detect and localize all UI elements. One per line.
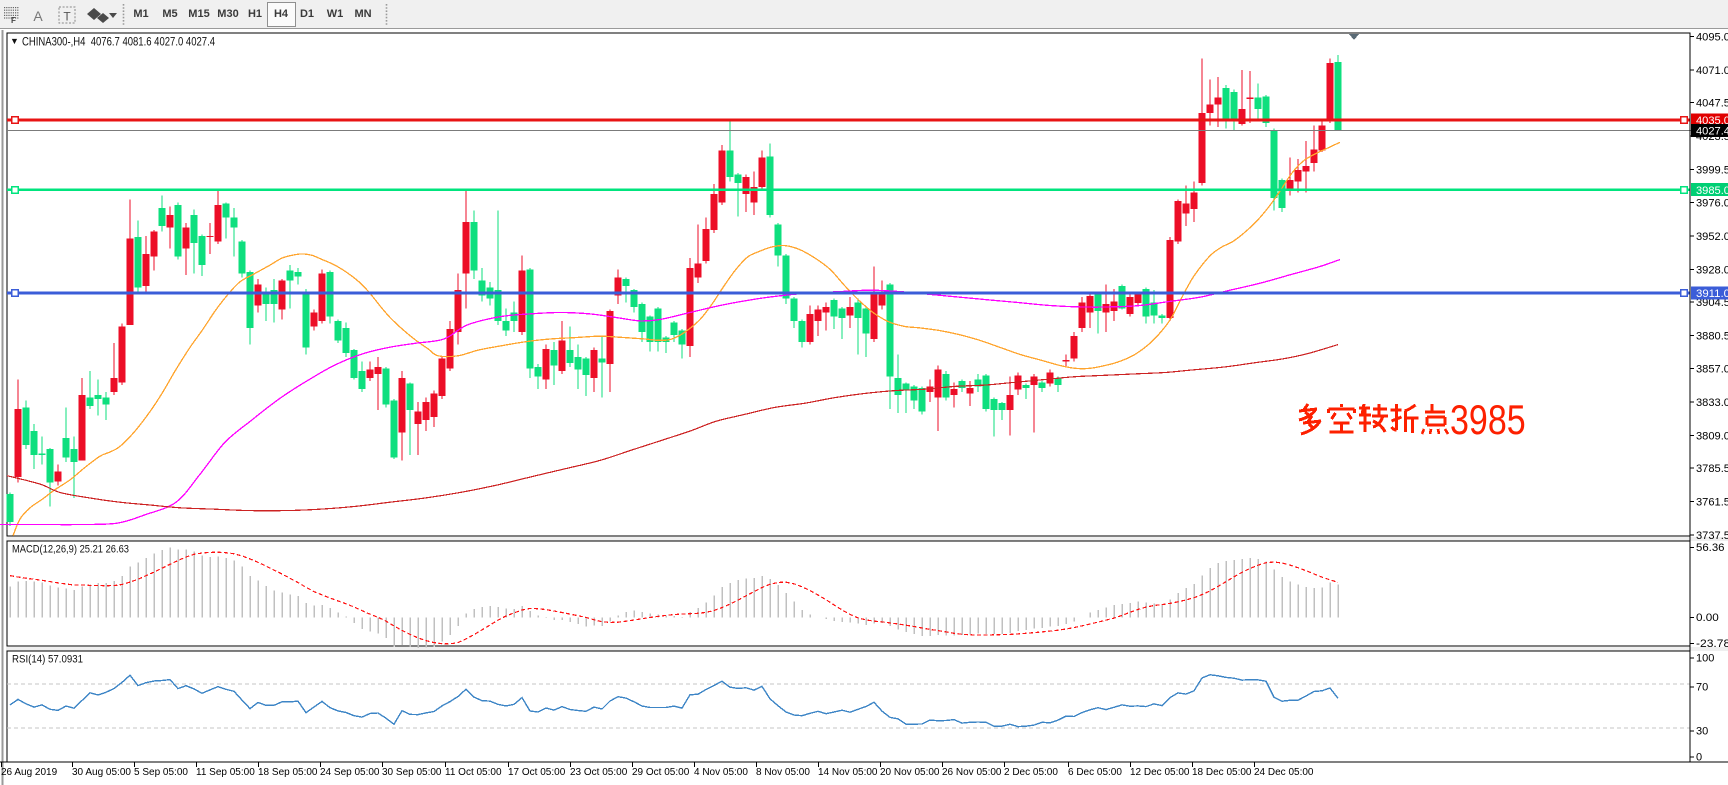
svg-text:4095.0: 4095.0 bbox=[1696, 31, 1728, 43]
svg-text:▼: ▼ bbox=[10, 36, 19, 46]
svg-text:3761.5: 3761.5 bbox=[1696, 497, 1728, 509]
svg-text:F: F bbox=[11, 16, 16, 25]
svg-text:3952.0: 3952.0 bbox=[1696, 231, 1728, 243]
svg-text:0.00: 0.00 bbox=[1696, 612, 1719, 624]
svg-text:4027.4: 4027.4 bbox=[1696, 126, 1728, 138]
svg-text:11 Oct 05:00: 11 Oct 05:00 bbox=[445, 767, 502, 778]
svg-text:CHINA300-,H4 4076.7 4081.6 40: CHINA300-,H4 4076.7 4081.6 4027.0 4027.4 bbox=[22, 35, 215, 49]
svg-text:0: 0 bbox=[1696, 752, 1702, 764]
svg-text:70: 70 bbox=[1696, 682, 1708, 694]
svg-text:3904.5: 3904.5 bbox=[1696, 297, 1728, 309]
svg-text:100: 100 bbox=[1696, 653, 1714, 665]
svg-text:26 Nov 05:00: 26 Nov 05:00 bbox=[942, 767, 1002, 778]
svg-text:A: A bbox=[33, 8, 43, 24]
svg-text:3809.0: 3809.0 bbox=[1696, 430, 1728, 442]
svg-text:17 Oct 05:00: 17 Oct 05:00 bbox=[508, 767, 566, 778]
svg-text:3880.5: 3880.5 bbox=[1696, 331, 1728, 343]
svg-text:30 Sep 05:00: 30 Sep 05:00 bbox=[382, 767, 442, 778]
svg-text:3911.0: 3911.0 bbox=[1696, 288, 1728, 300]
svg-text:3928.0: 3928.0 bbox=[1696, 264, 1728, 276]
svg-text:8 Nov 05:00: 8 Nov 05:00 bbox=[756, 767, 810, 778]
svg-text:T: T bbox=[63, 10, 71, 24]
svg-text:14 Nov 05:00: 14 Nov 05:00 bbox=[818, 767, 878, 778]
svg-text:56.36: 56.36 bbox=[1696, 542, 1725, 554]
svg-text:4035.0: 4035.0 bbox=[1696, 115, 1728, 127]
svg-text:3999.5: 3999.5 bbox=[1696, 165, 1728, 177]
svg-text:18 Dec 05:00: 18 Dec 05:00 bbox=[1192, 767, 1252, 778]
svg-text:2 Dec 05:00: 2 Dec 05:00 bbox=[1004, 767, 1058, 778]
svg-text:24 Dec 05:00: 24 Dec 05:00 bbox=[1254, 767, 1314, 778]
svg-text:20 Nov 05:00: 20 Nov 05:00 bbox=[880, 767, 940, 778]
svg-text:3985.0: 3985.0 bbox=[1696, 185, 1728, 197]
svg-text:5 Sep 05:00: 5 Sep 05:00 bbox=[134, 767, 188, 778]
svg-text:3737.5: 3737.5 bbox=[1696, 530, 1728, 542]
svg-text:12 Dec 05:00: 12 Dec 05:00 bbox=[1130, 767, 1190, 778]
svg-text:23 Oct 05:00: 23 Oct 05:00 bbox=[570, 767, 628, 778]
svg-text:3976.0: 3976.0 bbox=[1696, 197, 1728, 209]
svg-text:29 Oct 05:00: 29 Oct 05:00 bbox=[632, 767, 690, 778]
svg-text:4071.0: 4071.0 bbox=[1696, 65, 1728, 77]
svg-text:11 Sep 05:00: 11 Sep 05:00 bbox=[196, 767, 255, 778]
svg-text:30 Aug 05:00: 30 Aug 05:00 bbox=[72, 767, 131, 778]
svg-text:30: 30 bbox=[1696, 726, 1708, 738]
svg-text:RSI(14) 57.0931: RSI(14) 57.0931 bbox=[12, 654, 83, 666]
svg-text:6 Dec 05:00: 6 Dec 05:00 bbox=[1068, 767, 1122, 778]
svg-text:3857.0: 3857.0 bbox=[1696, 363, 1728, 375]
svg-text:26 Aug 2019: 26 Aug 2019 bbox=[1, 767, 58, 778]
svg-text:4047.5: 4047.5 bbox=[1696, 98, 1728, 110]
svg-text:3985: 3985 bbox=[1450, 397, 1526, 444]
svg-text:4 Nov 05:00: 4 Nov 05:00 bbox=[694, 767, 748, 778]
svg-text:3785.5: 3785.5 bbox=[1696, 463, 1728, 475]
svg-text:24 Sep 05:00: 24 Sep 05:00 bbox=[320, 767, 380, 778]
svg-text:18 Sep 05:00: 18 Sep 05:00 bbox=[258, 767, 318, 778]
svg-text:-23.78: -23.78 bbox=[1696, 638, 1728, 650]
svg-text:3833.0: 3833.0 bbox=[1696, 397, 1728, 409]
svg-text:MACD(12,26,9) 25.21 26.63: MACD(12,26,9) 25.21 26.63 bbox=[12, 544, 129, 556]
